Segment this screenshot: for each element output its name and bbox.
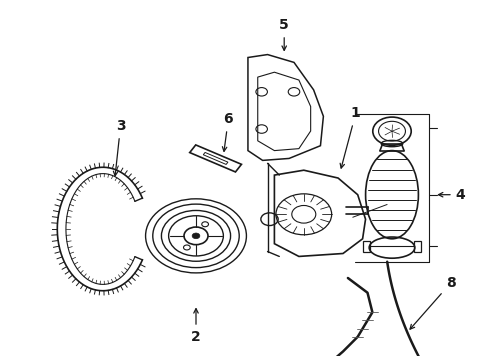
Text: 8: 8 bbox=[410, 276, 456, 329]
Text: 5: 5 bbox=[279, 18, 289, 50]
Text: 6: 6 bbox=[222, 112, 233, 151]
Circle shape bbox=[192, 233, 200, 239]
Text: 2: 2 bbox=[191, 309, 201, 344]
Text: 7: 7 bbox=[0, 359, 1, 360]
Text: 1: 1 bbox=[340, 106, 361, 168]
Text: 3: 3 bbox=[113, 119, 125, 176]
Text: 4: 4 bbox=[439, 188, 466, 202]
